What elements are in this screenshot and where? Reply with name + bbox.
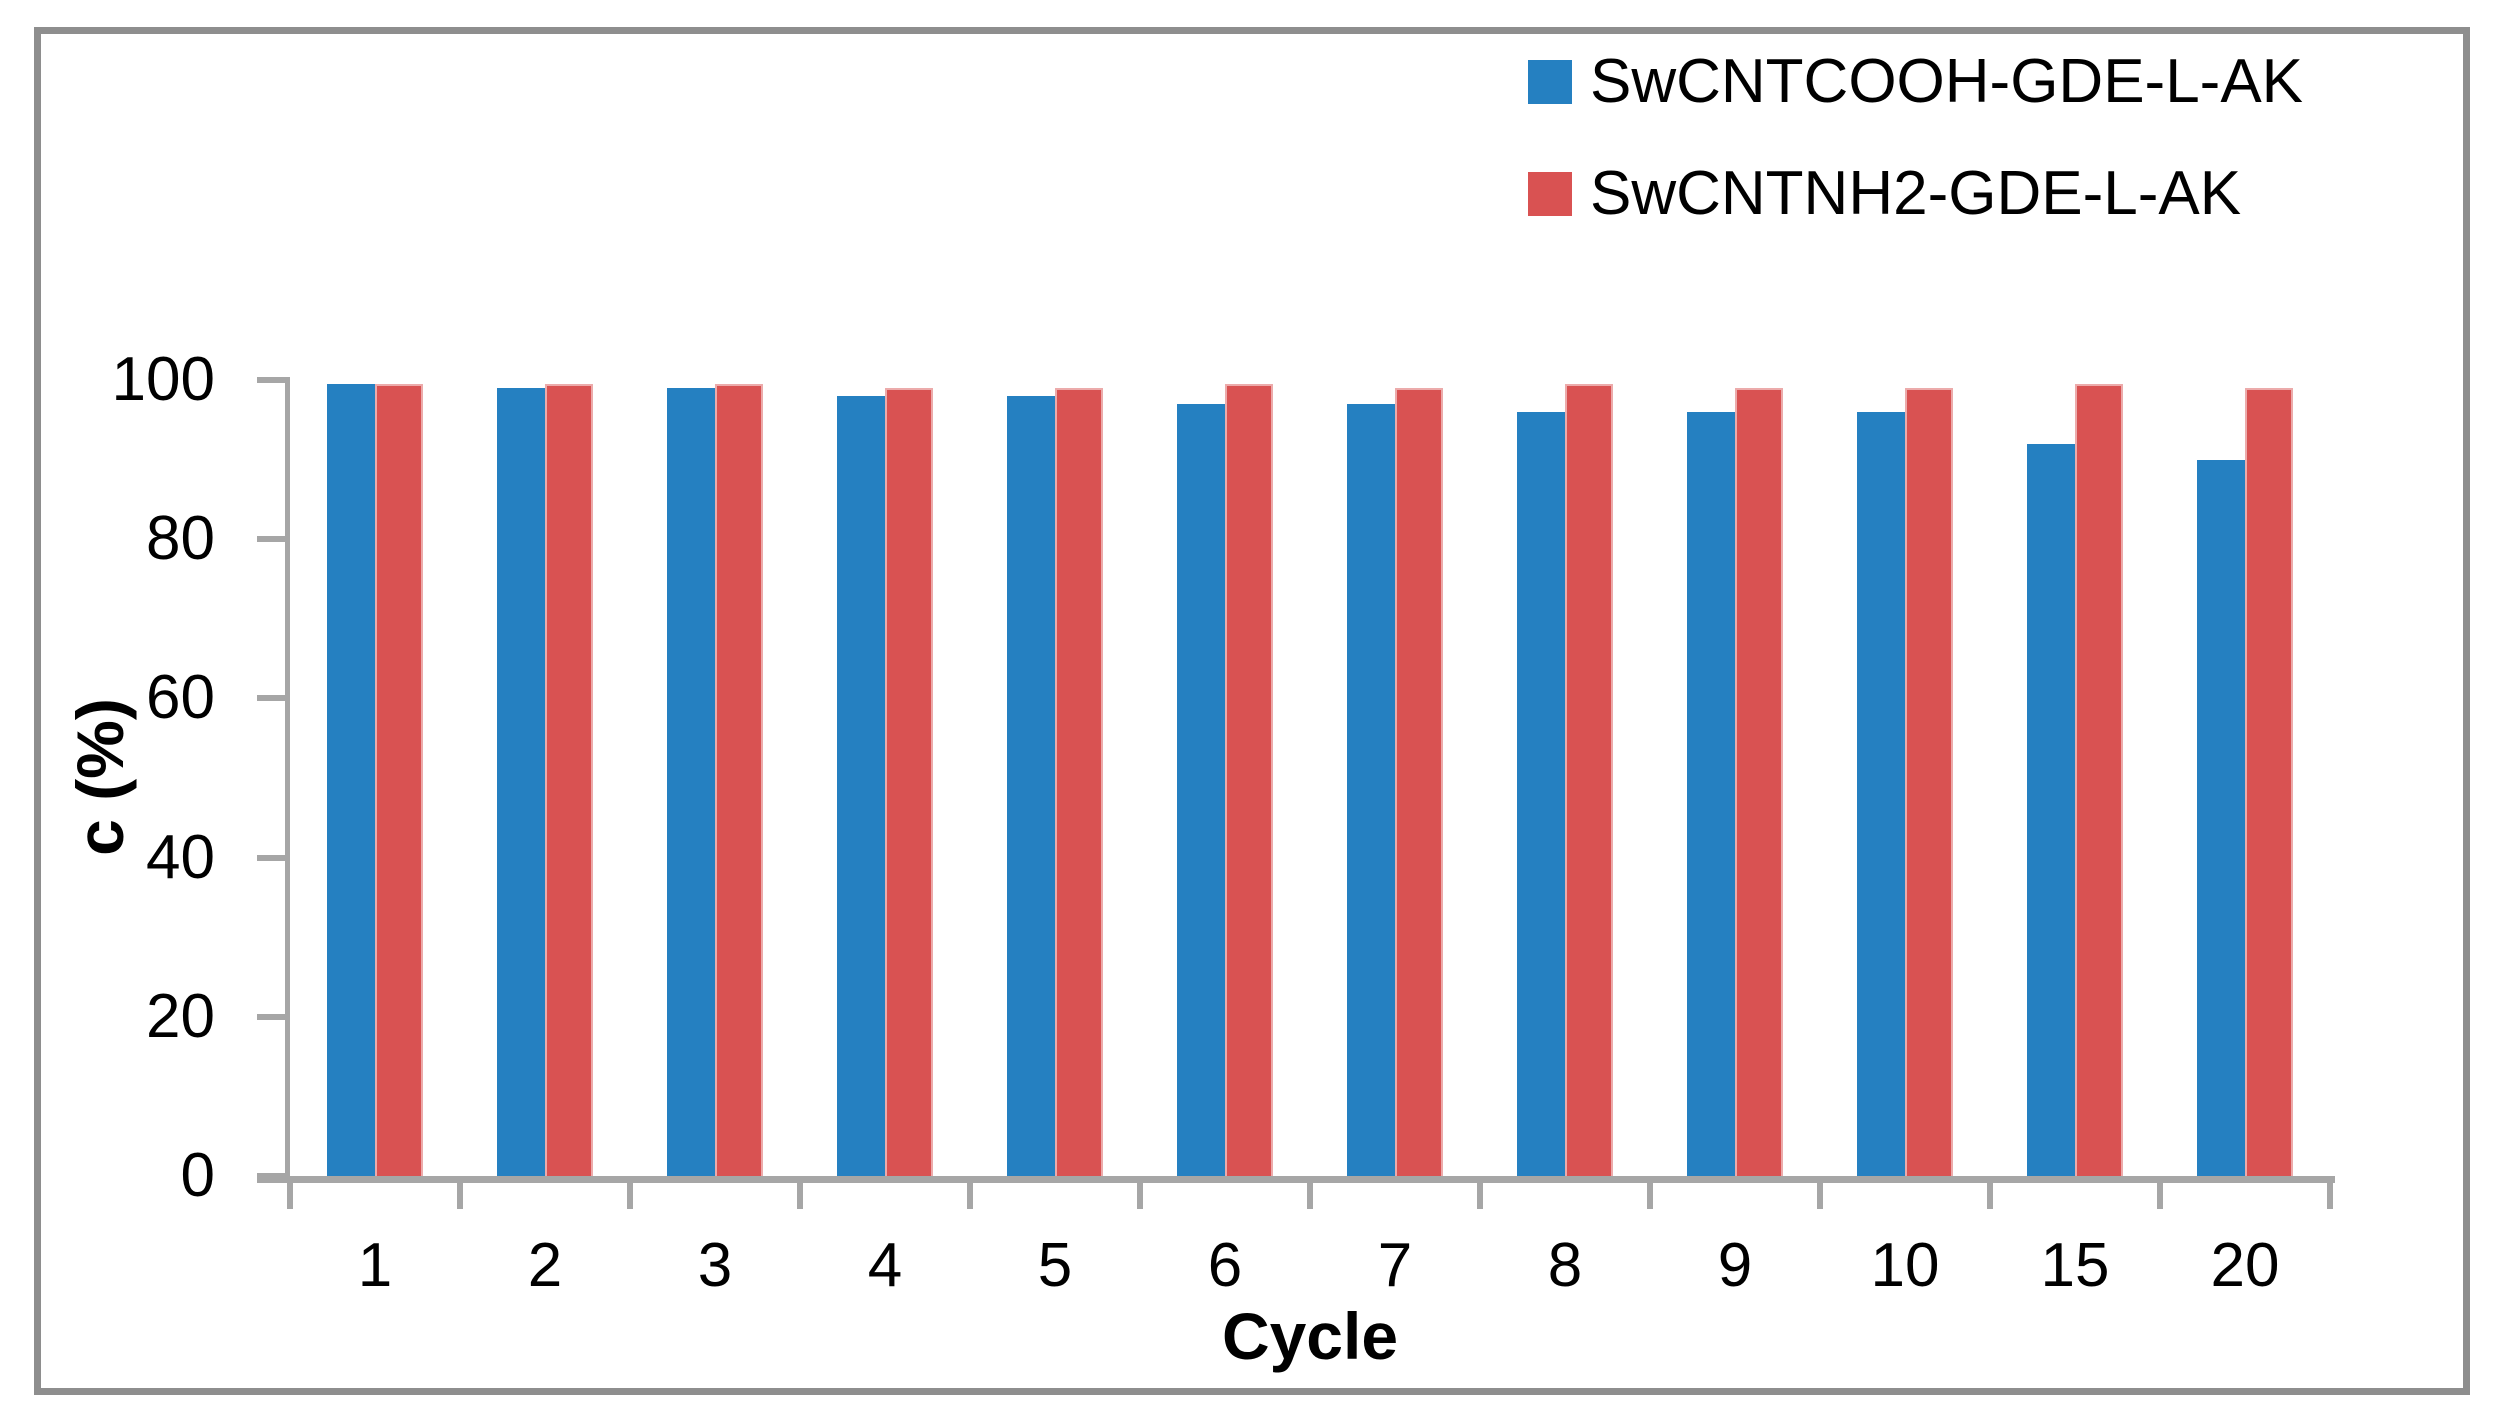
bar-series2-cycle-10 bbox=[1905, 388, 1953, 1176]
bar-series2-cycle-4 bbox=[885, 388, 933, 1176]
y-tick-mark bbox=[257, 695, 285, 702]
x-tick-mark bbox=[287, 1183, 293, 1209]
bar-series1-cycle-2 bbox=[497, 388, 545, 1176]
y-tick-mark bbox=[257, 1173, 285, 1179]
x-tick-label: 5 bbox=[1037, 1231, 1073, 1300]
bar-series2-cycle-15 bbox=[2075, 384, 2123, 1176]
legend-swatch-series2 bbox=[1528, 172, 1572, 216]
legend-label-series1: SwCNTCOOH-GDE-L-AK bbox=[1590, 47, 2304, 116]
bar-series2-cycle-7 bbox=[1395, 388, 1443, 1176]
x-tick-label: 10 bbox=[1870, 1231, 1940, 1300]
bar-series2-cycle-3 bbox=[715, 384, 763, 1176]
x-tick-mark bbox=[797, 1183, 803, 1209]
bar-series1-cycle-20 bbox=[2197, 460, 2245, 1176]
y-tick-label: 60 bbox=[146, 663, 215, 733]
bar-series2-cycle-1 bbox=[375, 384, 423, 1176]
x-tick-mark bbox=[1307, 1183, 1313, 1209]
x-tick-label: 9 bbox=[1717, 1231, 1753, 1300]
bar-series1-cycle-15 bbox=[2027, 444, 2075, 1176]
y-tick-mark bbox=[257, 377, 285, 383]
y-axis-title: c (%) bbox=[63, 698, 137, 856]
bar-series2-cycle-20 bbox=[2245, 388, 2293, 1176]
bar-series1-cycle-8 bbox=[1517, 412, 1565, 1176]
x-tick-mark bbox=[2157, 1183, 2163, 1209]
y-tick-mark bbox=[257, 854, 285, 861]
bar-series1-cycle-5 bbox=[1007, 396, 1055, 1176]
bar-series1-cycle-4 bbox=[837, 396, 885, 1176]
x-tick-label: 15 bbox=[2040, 1231, 2110, 1300]
x-axis-line bbox=[257, 1176, 2335, 1183]
y-tick-label: 100 bbox=[111, 345, 215, 414]
y-tick-label: 20 bbox=[146, 981, 215, 1051]
y-tick-label: 40 bbox=[146, 822, 215, 892]
y-axis-line bbox=[285, 377, 290, 1177]
bar-series1-cycle-7 bbox=[1347, 404, 1395, 1176]
x-axis-title: Cycle bbox=[1221, 1299, 1399, 1373]
bar-series2-cycle-6 bbox=[1225, 384, 1273, 1176]
x-tick-mark bbox=[2327, 1183, 2333, 1209]
y-tick-label: 0 bbox=[180, 1141, 215, 1210]
x-tick-label: 3 bbox=[697, 1231, 733, 1300]
x-tick-label: 8 bbox=[1547, 1231, 1583, 1300]
x-tick-mark bbox=[1477, 1183, 1483, 1209]
legend: SwCNTCOOH-GDE-L-AK SwCNTNH2-GDE-L-AK bbox=[1528, 51, 2303, 284]
x-tick-label: 20 bbox=[2210, 1231, 2280, 1300]
x-tick-label: 7 bbox=[1377, 1231, 1413, 1300]
x-tick-label: 4 bbox=[867, 1231, 903, 1300]
x-tick-mark bbox=[1647, 1183, 1653, 1209]
bar-series1-cycle-10 bbox=[1857, 412, 1905, 1176]
x-tick-label: 2 bbox=[527, 1231, 563, 1300]
bar-series1-cycle-9 bbox=[1687, 412, 1735, 1176]
x-tick-mark bbox=[457, 1183, 463, 1209]
x-tick-mark bbox=[1137, 1183, 1143, 1209]
y-tick-mark bbox=[257, 1013, 285, 1020]
bar-series2-cycle-9 bbox=[1735, 388, 1783, 1176]
x-tick-label: 6 bbox=[1207, 1231, 1243, 1300]
x-tick-mark bbox=[1817, 1183, 1823, 1209]
x-tick-mark bbox=[967, 1183, 973, 1209]
legend-swatch-series1 bbox=[1528, 60, 1572, 104]
bar-series1-cycle-3 bbox=[667, 388, 715, 1176]
bar-series2-cycle-2 bbox=[545, 384, 593, 1176]
x-tick-mark bbox=[627, 1183, 633, 1209]
legend-item: SwCNTCOOH-GDE-L-AK bbox=[1528, 51, 2303, 113]
x-tick-mark bbox=[1987, 1183, 1993, 1209]
legend-item: SwCNTNH2-GDE-L-AK bbox=[1528, 163, 2303, 225]
legend-label-series2: SwCNTNH2-GDE-L-AK bbox=[1590, 159, 2242, 228]
x-tick-label: 1 bbox=[357, 1231, 393, 1300]
y-tick-label: 80 bbox=[146, 504, 215, 574]
bar-series1-cycle-6 bbox=[1177, 404, 1225, 1176]
bar-series1-cycle-1 bbox=[327, 384, 375, 1176]
y-tick-mark bbox=[257, 536, 285, 543]
bar-series2-cycle-8 bbox=[1565, 384, 1613, 1176]
bar-series2-cycle-5 bbox=[1055, 388, 1103, 1176]
